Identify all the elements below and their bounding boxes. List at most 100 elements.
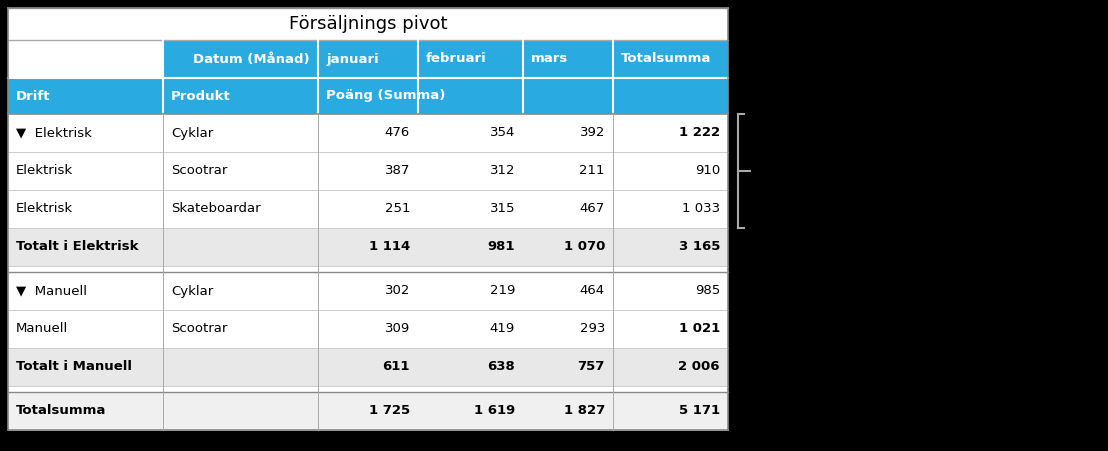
Text: 1 725: 1 725 [369,405,410,418]
Bar [163,228,318,266]
Text: 293: 293 [579,322,605,336]
Text: Försäljnings pivot: Försäljnings pivot [289,15,448,33]
Bar [418,152,523,190]
Bar [318,392,418,430]
Bar [418,228,523,266]
Bar [613,78,728,114]
Bar [418,190,523,228]
Text: februari: februari [425,52,486,65]
Text: 464: 464 [579,285,605,298]
Bar [613,348,728,386]
Text: 757: 757 [577,360,605,373]
Text: ▼  Elektrisk: ▼ Elektrisk [16,126,92,139]
Bar [523,228,613,266]
Text: Cyklar: Cyklar [171,285,213,298]
Text: Totalsumma: Totalsumma [16,405,106,418]
Text: Skateboardar: Skateboardar [171,202,260,216]
Text: 1 619: 1 619 [474,405,515,418]
Bar [163,152,318,190]
Text: Cyklar: Cyklar [171,126,213,139]
Bar [8,272,163,310]
Text: 302: 302 [384,285,410,298]
Bar [418,392,523,430]
Bar [318,310,418,348]
Text: Manuell: Manuell [16,322,69,336]
Text: Totalsumma: Totalsumma [620,52,711,65]
Text: 251: 251 [384,202,410,216]
Bar [523,272,613,310]
Bar [163,310,318,348]
Bar [318,190,418,228]
Bar [613,190,728,228]
Text: 1 827: 1 827 [564,405,605,418]
Bar [613,228,728,266]
Bar [523,78,613,114]
Text: 315: 315 [490,202,515,216]
Bar [8,114,163,152]
Bar [163,190,318,228]
Bar [163,40,318,78]
Bar [318,114,418,152]
Text: 309: 309 [384,322,410,336]
Text: 219: 219 [490,285,515,298]
Bar [613,114,728,152]
Bar [318,78,418,114]
Bar [8,78,163,114]
Bar [523,152,613,190]
Text: 467: 467 [579,202,605,216]
Text: 3 165: 3 165 [678,240,720,253]
Bar [418,310,523,348]
Bar [8,348,163,386]
Text: 611: 611 [382,360,410,373]
Bar [318,348,418,386]
Text: 5 171: 5 171 [679,405,720,418]
Bar [8,190,163,228]
Bar [318,228,418,266]
Bar [8,392,163,430]
Bar [418,114,523,152]
Bar [318,40,418,78]
Text: januari: januari [326,52,379,65]
Text: mars: mars [531,52,568,65]
Bar [613,310,728,348]
Text: 392: 392 [579,126,605,139]
Bar [318,272,418,310]
Bar [8,266,728,272]
Text: ▼  Manuell: ▼ Manuell [16,285,88,298]
Bar [8,386,728,392]
Text: 1 070: 1 070 [564,240,605,253]
Bar [523,190,613,228]
Bar [8,228,163,266]
Text: 312: 312 [490,165,515,178]
Text: 981: 981 [488,240,515,253]
Bar [613,272,728,310]
Bar [8,310,163,348]
Bar [613,40,728,78]
Text: 1 033: 1 033 [681,202,720,216]
Text: 476: 476 [384,126,410,139]
Text: 985: 985 [695,285,720,298]
Text: Poäng (Summa): Poäng (Summa) [326,89,445,102]
Bar [163,392,318,430]
Text: Drift: Drift [16,89,51,102]
Bar [418,40,523,78]
Bar [418,272,523,310]
Bar [163,114,318,152]
Text: 211: 211 [579,165,605,178]
Text: Elektrisk: Elektrisk [16,165,73,178]
Text: 354: 354 [490,126,515,139]
Bar [418,78,523,114]
Text: Scootrar: Scootrar [171,322,227,336]
Text: Totalt i Manuell: Totalt i Manuell [16,360,132,373]
Text: 2 006: 2 006 [678,360,720,373]
Text: Elektrisk: Elektrisk [16,202,73,216]
Text: 419: 419 [490,322,515,336]
Bar [8,8,728,40]
Bar [8,40,163,78]
Text: 638: 638 [488,360,515,373]
Text: 1 222: 1 222 [679,126,720,139]
Text: 910: 910 [695,165,720,178]
Bar [523,114,613,152]
Text: Totalt i Elektrisk: Totalt i Elektrisk [16,240,138,253]
Text: Scootrar: Scootrar [171,165,227,178]
